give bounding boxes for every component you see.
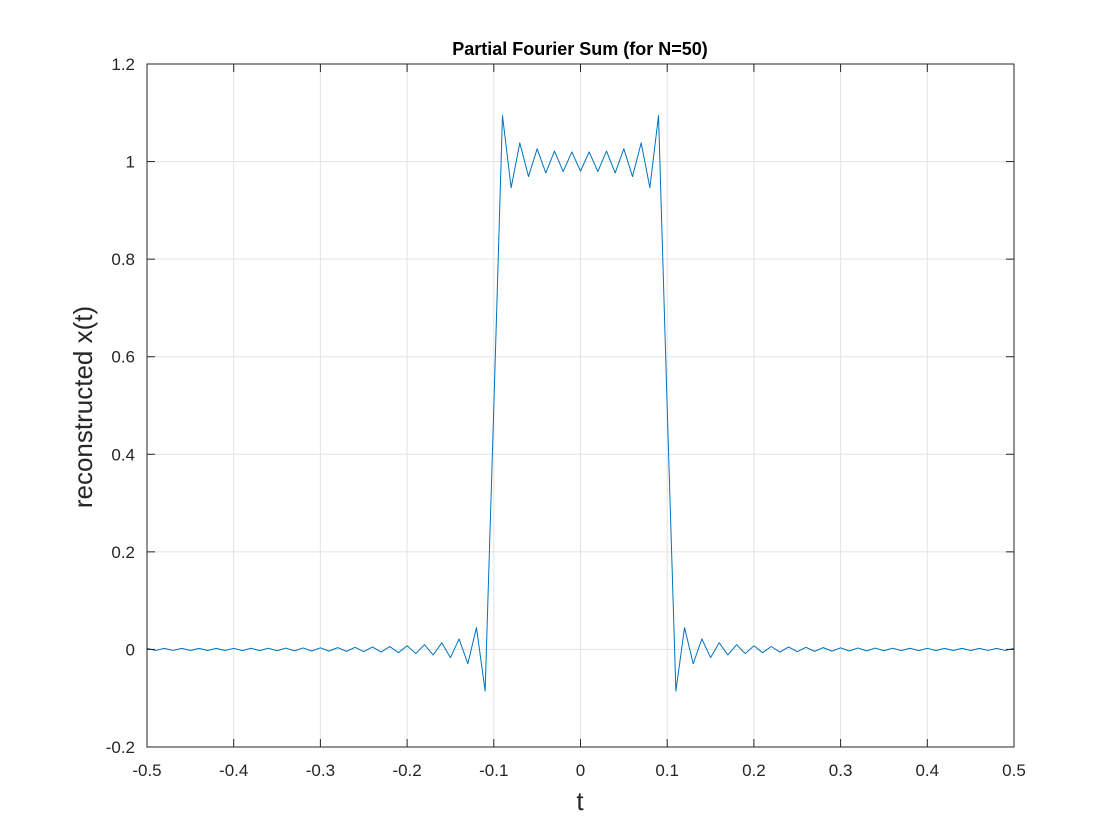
y-tick-label: -0.2 bbox=[106, 738, 135, 757]
series-line-0 bbox=[146, 115, 1015, 692]
y-axis-label: reconstructed x(t) bbox=[68, 306, 98, 508]
x-tick-label: 0.4 bbox=[915, 761, 939, 780]
series-layer bbox=[146, 115, 1015, 692]
x-tick-label: 0 bbox=[576, 761, 585, 780]
x-axis-ticks: -0.5 -0.4 -0.3 -0.2 -0.1 0 0.1 0.2 0.3 0.4 0.5 bbox=[132, 64, 1026, 780]
x-tick-label: 0.2 bbox=[742, 761, 766, 780]
x-tick-label: 0.3 bbox=[829, 761, 853, 780]
axes: -0.5 -0.4 -0.3 -0.2 -0.1 0 0.1 0.2 0.3 0.4 0.5 -0.… bbox=[106, 55, 1026, 780]
x-tick-label: -0.3 bbox=[306, 761, 335, 780]
y-tick-label: 0.6 bbox=[111, 348, 135, 367]
x-tick-label: -0.1 bbox=[479, 761, 508, 780]
chart-title: Partial Fourier Sum (for N=50) bbox=[452, 39, 708, 59]
y-tick-label: 0 bbox=[126, 640, 135, 659]
y-tick-label: 1 bbox=[126, 153, 135, 172]
x-tick-label: -0.5 bbox=[132, 761, 161, 780]
x-tick-label: -0.2 bbox=[392, 761, 421, 780]
y-tick-label: 1.2 bbox=[111, 55, 135, 74]
x-tick-label: 0.1 bbox=[655, 761, 679, 780]
x-axis-label: t bbox=[576, 786, 584, 816]
y-tick-label: 0.4 bbox=[111, 445, 135, 464]
x-tick-label: 0.5 bbox=[1002, 761, 1026, 780]
x-tick-label: -0.4 bbox=[219, 761, 248, 780]
y-tick-label: 0.2 bbox=[111, 543, 135, 562]
y-tick-label: 0.8 bbox=[111, 250, 135, 269]
y-axis-ticks: -0.2 0 0.2 0.4 0.6 0.8 1 1.2 bbox=[106, 55, 1014, 757]
